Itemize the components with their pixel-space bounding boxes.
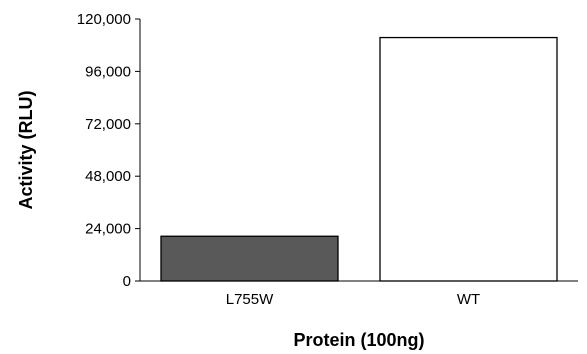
y-axis-title: Activity (RLU) (16, 90, 36, 209)
y-tick-label: 48,000 (85, 168, 131, 185)
x-axis-title: Protein (100ng) (293, 330, 424, 350)
bar-wt (379, 36, 558, 282)
y-axis-ticks: 0 24,000 48,000 72,000 96,000 120,000 (77, 11, 140, 290)
y-tick-label: 120,000 (77, 11, 131, 28)
y-tick-label: 24,000 (85, 221, 131, 238)
bar-l755w (160, 235, 339, 282)
y-tick-label: 0 (123, 273, 131, 290)
y-tick-label: 72,000 (85, 116, 131, 133)
bars (160, 36, 558, 282)
y-tick-label: 96,000 (85, 63, 131, 80)
x-axis-ticks: L755W WT (226, 291, 480, 308)
x-tick-label: WT (457, 291, 480, 308)
x-tick-label: L755W (226, 291, 274, 308)
